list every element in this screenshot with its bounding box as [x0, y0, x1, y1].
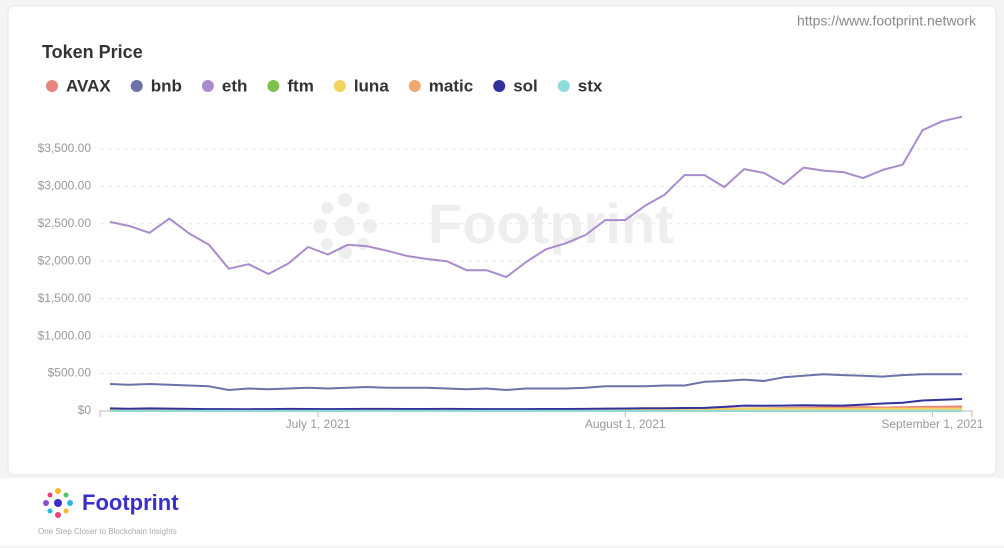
- line-series: [109, 373, 963, 391]
- chart-title: Token Price: [42, 42, 143, 62]
- legend-swatch: [493, 80, 506, 92]
- legend-swatch: [408, 80, 421, 92]
- legend-label: sol: [513, 76, 538, 95]
- legend-label: eth: [222, 76, 248, 95]
- legend-swatch: [333, 80, 346, 92]
- x-tick-label: September 1, 2021: [881, 417, 983, 431]
- x-tick-label: July 1, 2021: [286, 417, 351, 431]
- legend-label: matic: [429, 76, 473, 95]
- site-url: https://www.footprint.network: [797, 13, 977, 29]
- footer-bar: [0, 478, 1004, 546]
- y-tick-label: $500.00: [48, 366, 92, 380]
- y-tick-label: $1,500.00: [38, 291, 92, 305]
- y-tick-label: $3,500.00: [38, 141, 92, 155]
- legend-swatch: [267, 80, 280, 92]
- legend-label: bnb: [151, 76, 182, 95]
- footer-tagline: One Step Closer to Blockchain Insights: [38, 527, 177, 536]
- y-tick-label: $1,000.00: [38, 328, 92, 342]
- legend-label: luna: [354, 76, 389, 95]
- line-series: [109, 115, 963, 278]
- y-tick-label: $2,500.00: [38, 216, 92, 230]
- legend-label: ftm: [287, 76, 313, 95]
- legend-swatch: [130, 80, 143, 92]
- legend-swatch: [46, 80, 58, 92]
- y-tick-label: $0: [78, 403, 92, 417]
- line-series: [109, 398, 963, 411]
- y-tick-label: $3,000.00: [38, 179, 92, 193]
- watermark: Footprint: [428, 192, 674, 255]
- legend-swatch: [201, 80, 214, 92]
- footer-brand: Footprint: [82, 490, 179, 515]
- legend-swatch: [557, 80, 570, 92]
- legend-label: AVAX: [66, 76, 111, 95]
- card: [7, 5, 997, 476]
- y-tick-label: $2,000.00: [38, 253, 92, 267]
- footer-logo: [43, 488, 73, 518]
- x-tick-label: August 1, 2021: [585, 417, 666, 431]
- legend-label: stx: [578, 76, 603, 95]
